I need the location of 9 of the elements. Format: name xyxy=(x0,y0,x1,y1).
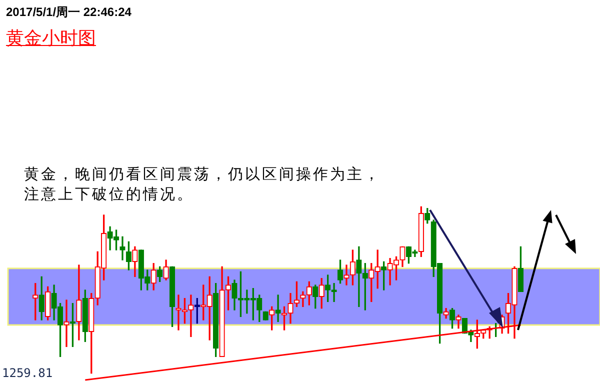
chart-title: 黄金小时图 xyxy=(6,27,96,50)
candlestick xyxy=(344,264,350,286)
text: 2017/5/1/周一 22:46:24 xyxy=(6,4,132,21)
candlestick xyxy=(188,294,194,337)
candlestick xyxy=(64,300,70,347)
candlestick xyxy=(120,236,126,260)
text: 黄金，晚间仍看区间震荡，仍以区间操作为主，注意上下破位的情况。 xyxy=(24,164,382,204)
candlestick xyxy=(275,294,281,322)
annotation: 1259.81 xyxy=(2,366,53,380)
